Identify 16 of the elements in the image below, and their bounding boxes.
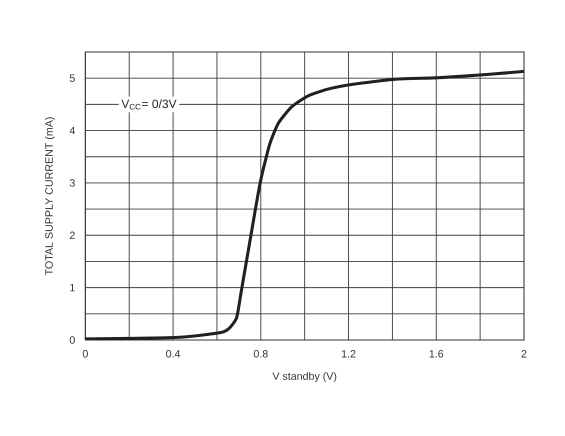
x-tick-label: 1.2 bbox=[342, 350, 356, 358]
annotation: V$_{CC}$= 0/3V bbox=[121, 99, 177, 110]
y-tick-label: 3 bbox=[70, 179, 75, 187]
x-axis-title: V standby (V) bbox=[272, 372, 336, 382]
y-tick-label: 4 bbox=[70, 126, 75, 134]
x-tick-label: 0.4 bbox=[166, 350, 180, 358]
x-tick-label: 0 bbox=[82, 350, 88, 358]
x-tick-label: 0.8 bbox=[254, 350, 268, 358]
y-tick-label: 2 bbox=[70, 232, 75, 239]
x-tick-label: 2 bbox=[522, 350, 526, 358]
x-tick-label: 1.6 bbox=[430, 350, 444, 358]
line-series bbox=[85, 70, 524, 340]
y-tick-label: 1 bbox=[70, 284, 75, 292]
y-tick-label: 0 bbox=[70, 336, 75, 344]
y-axis-title: TOTAL SUPPLY CURRENT (mA) bbox=[44, 117, 55, 276]
y-tick-label: 5 bbox=[70, 74, 75, 82]
